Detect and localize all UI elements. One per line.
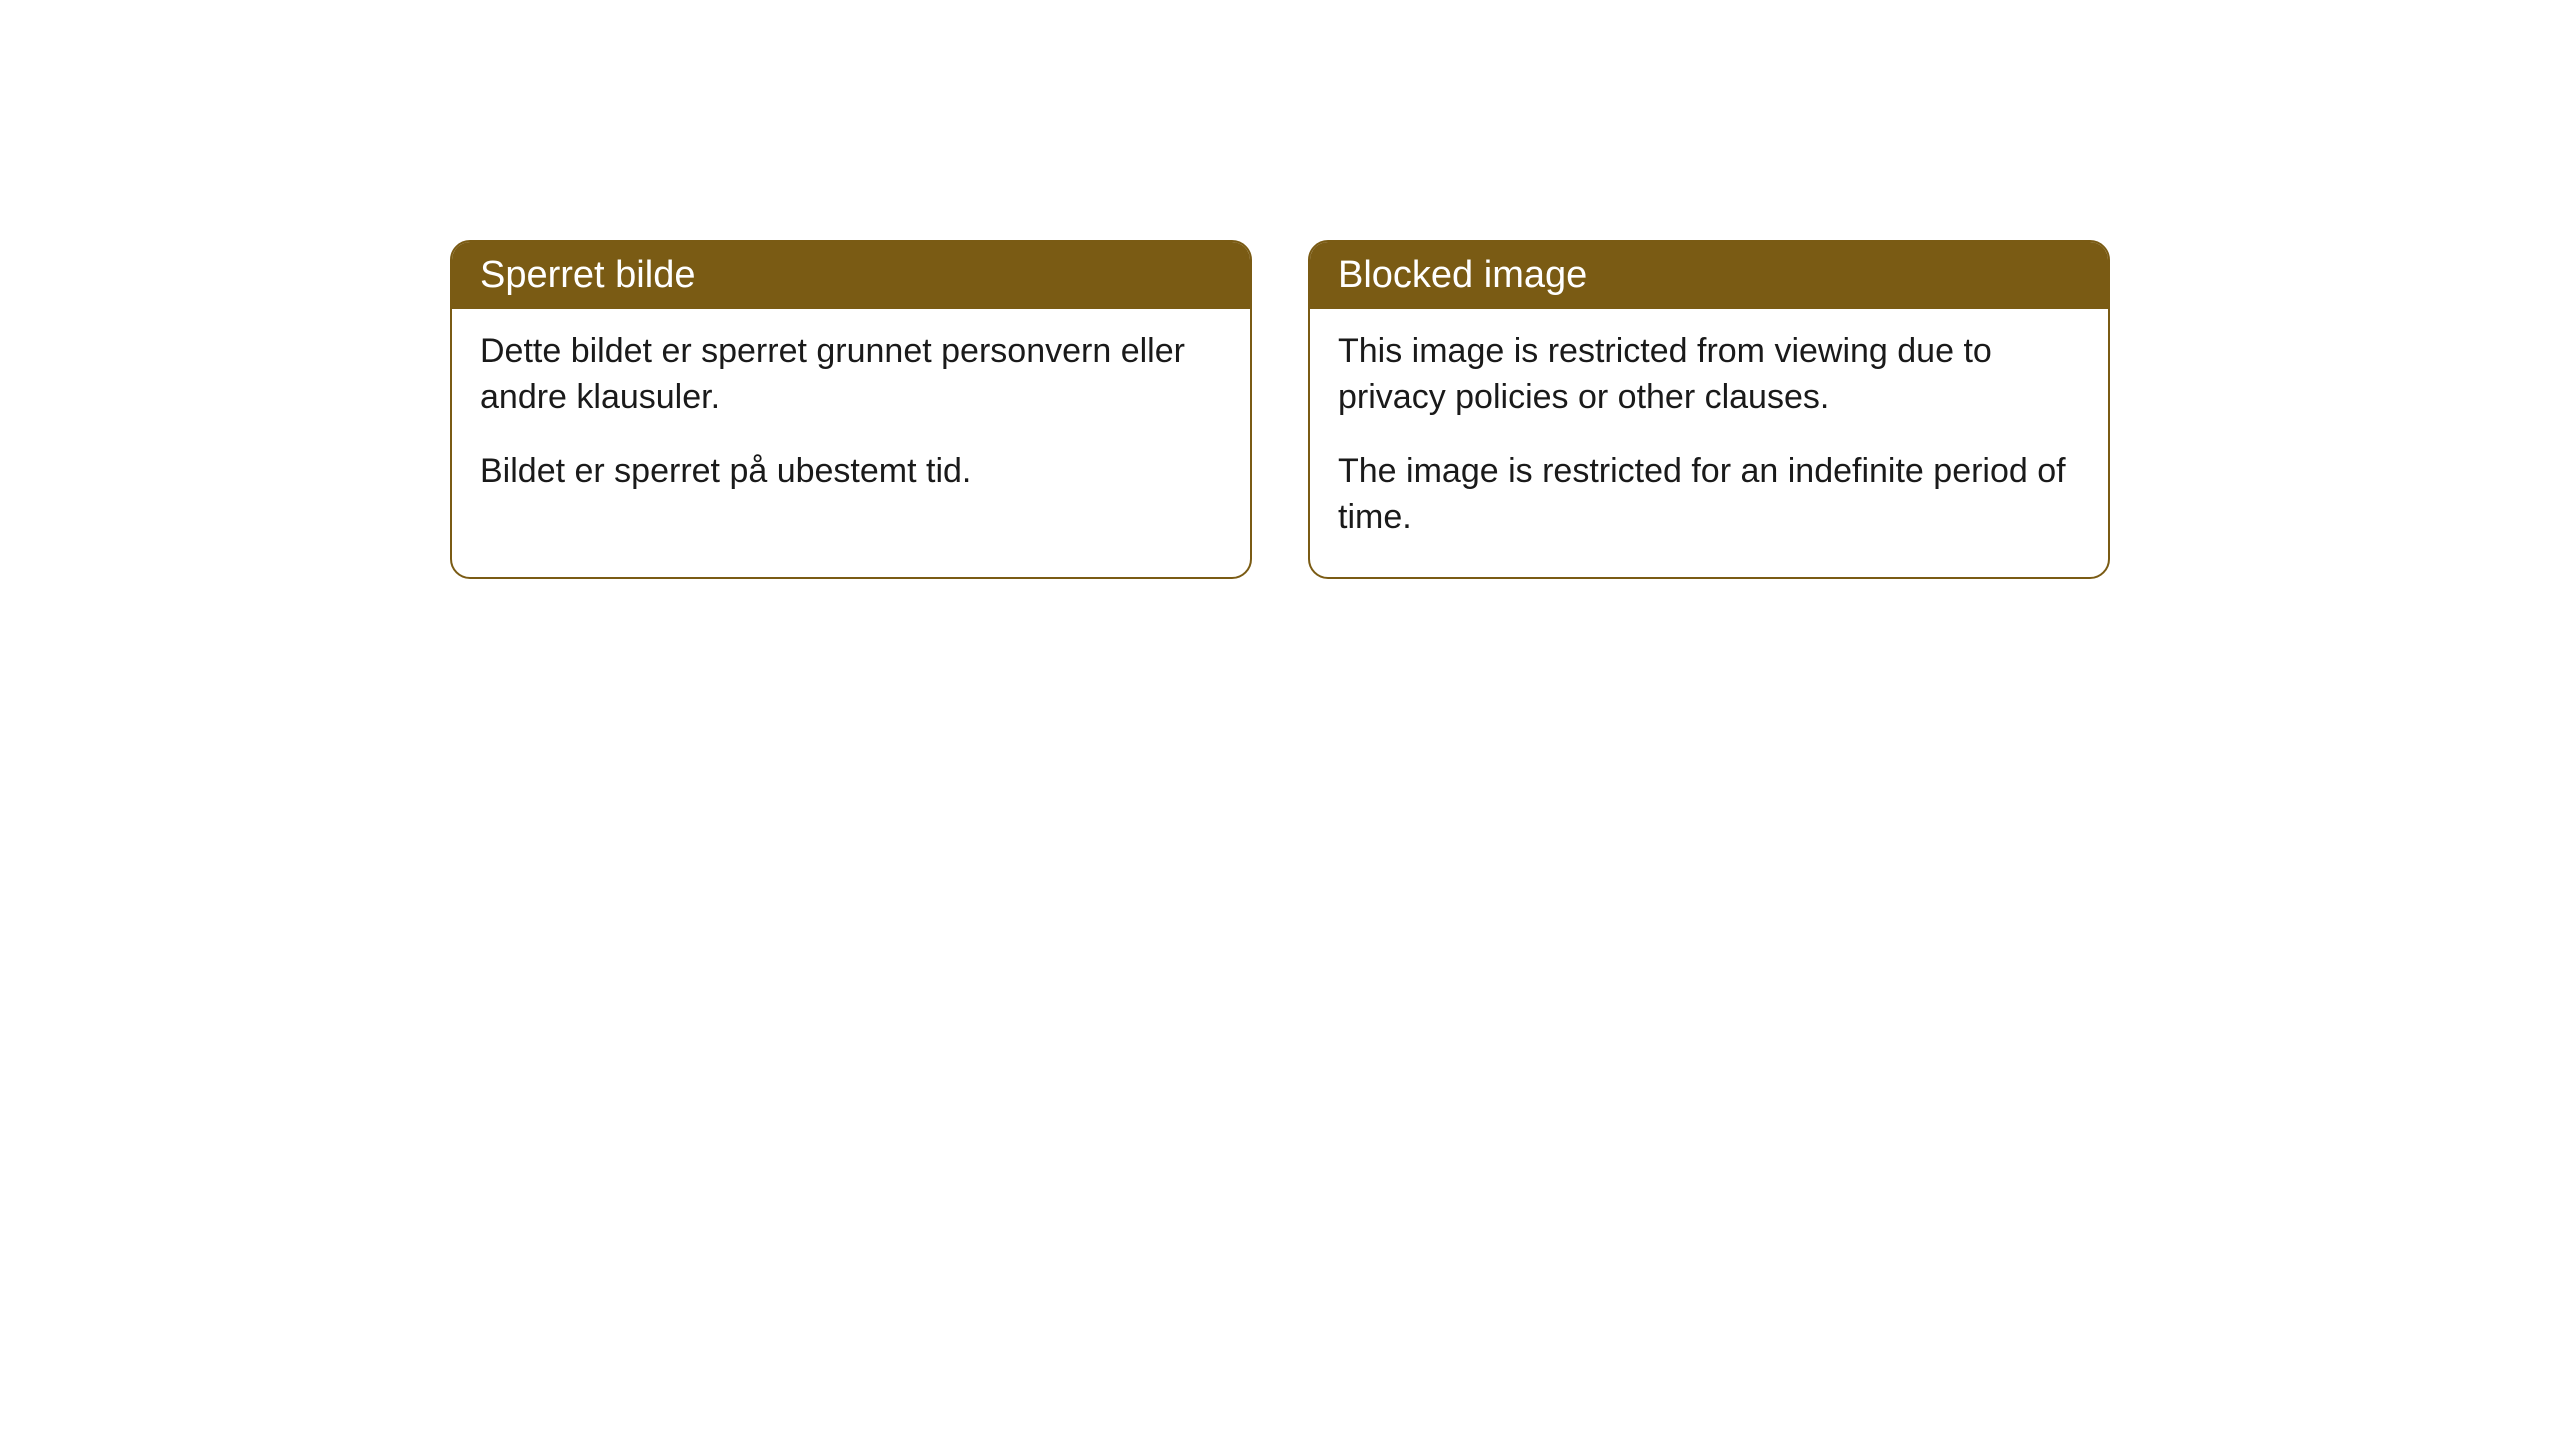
- blocked-image-card-english: Blocked image This image is restricted f…: [1308, 240, 2110, 579]
- card-paragraph: This image is restricted from viewing du…: [1338, 329, 2080, 421]
- card-paragraph: Dette bildet er sperret grunnet personve…: [480, 329, 1222, 421]
- notice-cards-container: Sperret bilde Dette bildet er sperret gr…: [450, 240, 2110, 579]
- card-paragraph: The image is restricted for an indefinit…: [1338, 449, 2080, 541]
- card-header: Blocked image: [1310, 242, 2108, 309]
- blocked-image-card-norwegian: Sperret bilde Dette bildet er sperret gr…: [450, 240, 1252, 579]
- card-header: Sperret bilde: [452, 242, 1250, 309]
- card-title: Blocked image: [1338, 254, 1587, 296]
- card-body: This image is restricted from viewing du…: [1310, 309, 2108, 577]
- card-body: Dette bildet er sperret grunnet personve…: [452, 309, 1250, 531]
- card-title: Sperret bilde: [480, 254, 695, 296]
- card-paragraph: Bildet er sperret på ubestemt tid.: [480, 449, 1222, 495]
